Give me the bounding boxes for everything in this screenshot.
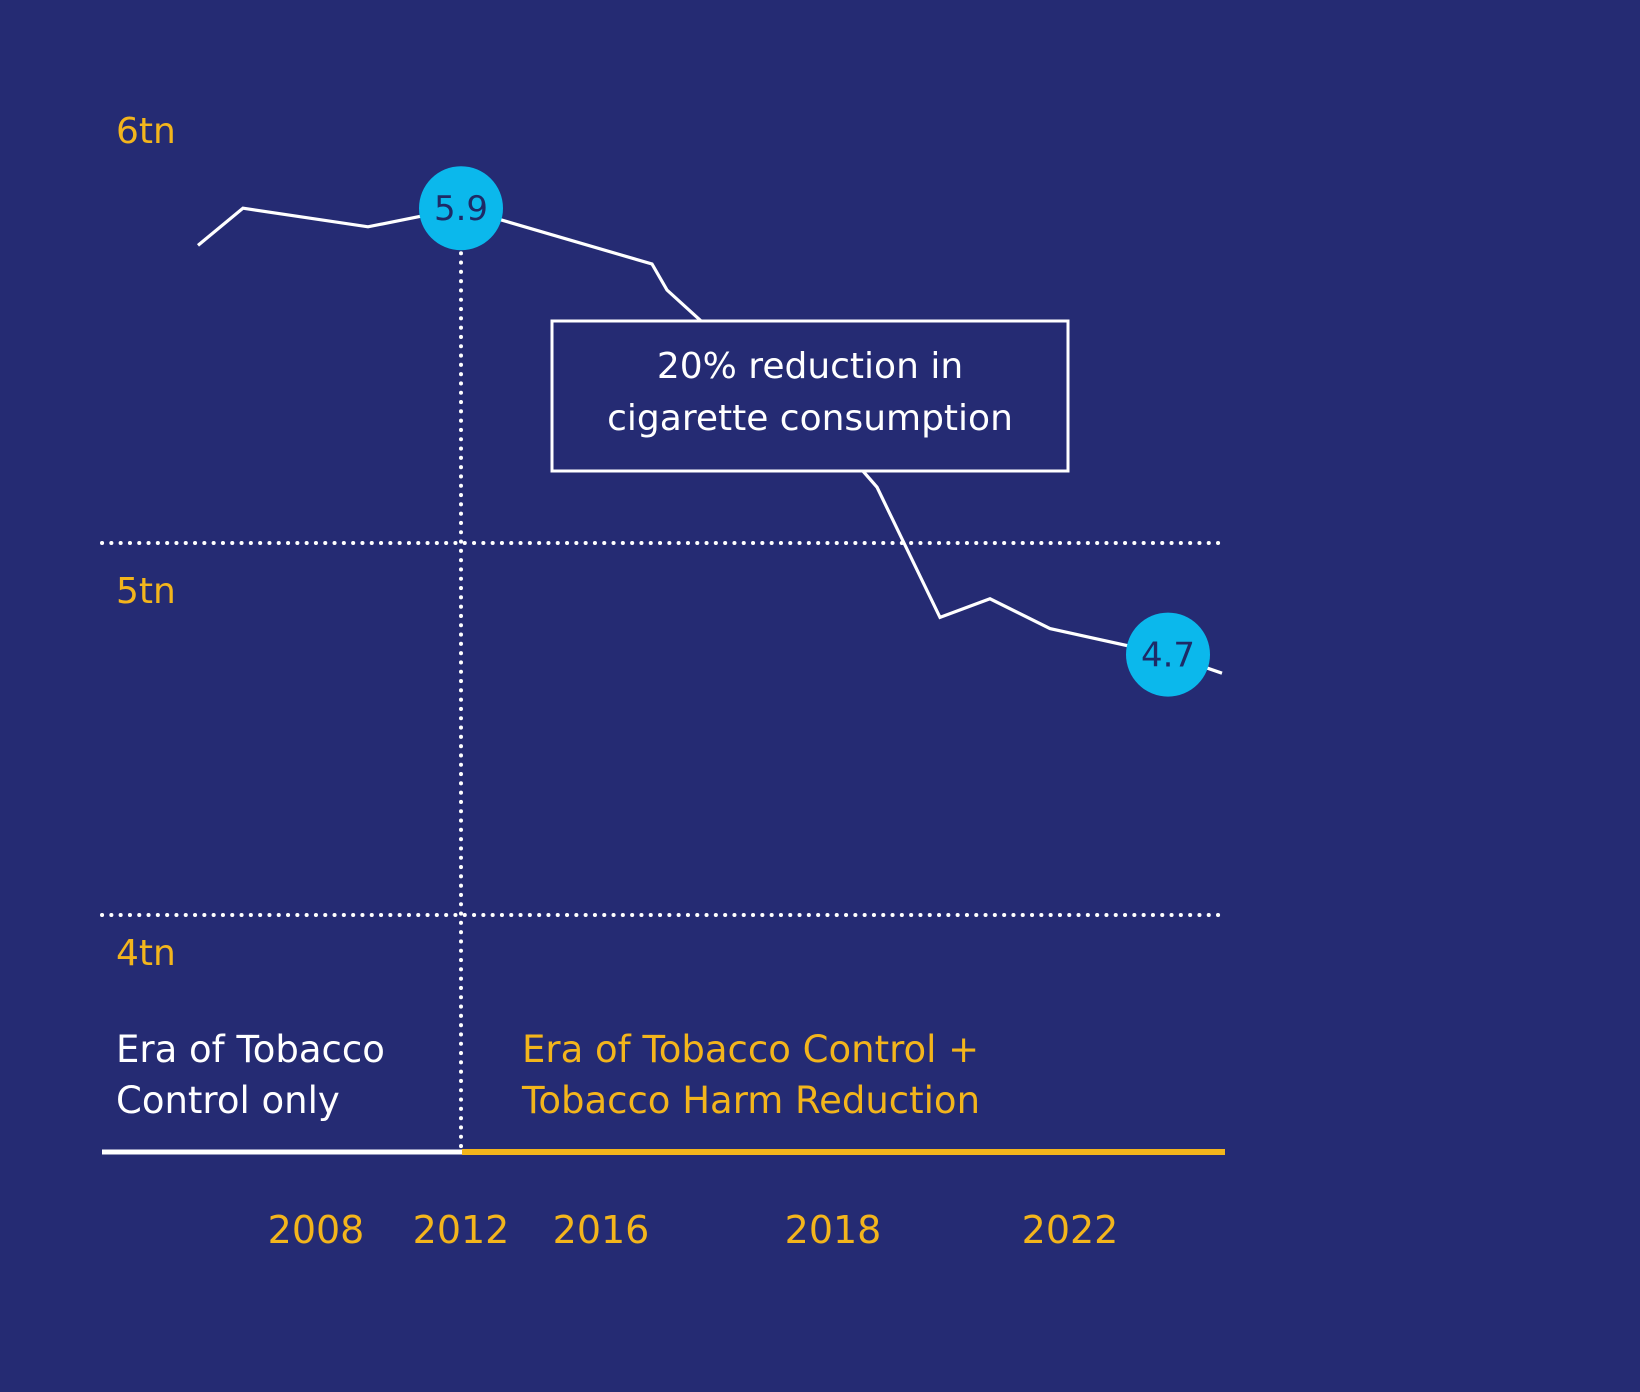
bubble-layer: 5.9 4.7 <box>419 166 1210 697</box>
era-labels: Era of Tobacco Control only Era of Tobac… <box>102 1028 1225 1155</box>
x-tick-2008: 2008 <box>268 1208 365 1252</box>
x-tick-2018: 2018 <box>785 1208 882 1252</box>
x-tick-2016: 2016 <box>553 1208 650 1252</box>
era-2-label-line-2: Tobacco Harm Reduction <box>521 1079 980 1122</box>
point-bubble-5.9 <box>419 166 503 251</box>
era-1-label-line-1: Era of Tobacco <box>116 1028 385 1071</box>
annotation-box <box>550 319 1070 473</box>
annotation-layer: 20% reduction in cigarette consumption <box>550 319 1070 473</box>
point-label-4.7: 4.7 <box>1141 636 1195 676</box>
annotation-line-2: cigarette consumption <box>607 398 1013 439</box>
x-tick-2012: 2012 <box>413 1208 510 1252</box>
y-tick-4tn: 4tn <box>116 933 176 974</box>
x-tick-2022: 2022 <box>1022 1208 1119 1252</box>
era-1-label-line-2: Control only <box>116 1079 340 1122</box>
grid-layer <box>100 541 1227 917</box>
x-axis: 2008 2012 2016 2018 2022 <box>268 1208 1119 1252</box>
point-label-5.9: 5.9 <box>434 189 488 229</box>
y-tick-6tn: 6tn <box>116 111 176 152</box>
y-axis: 6tn 5tn 4tn <box>116 111 176 974</box>
annotation-line-1: 20% reduction in <box>657 346 963 387</box>
y-tick-5tn: 5tn <box>116 571 176 612</box>
era-2-label-line-1: Era of Tobacco Control + <box>522 1028 979 1071</box>
point-bubble-4.7 <box>1126 612 1210 697</box>
